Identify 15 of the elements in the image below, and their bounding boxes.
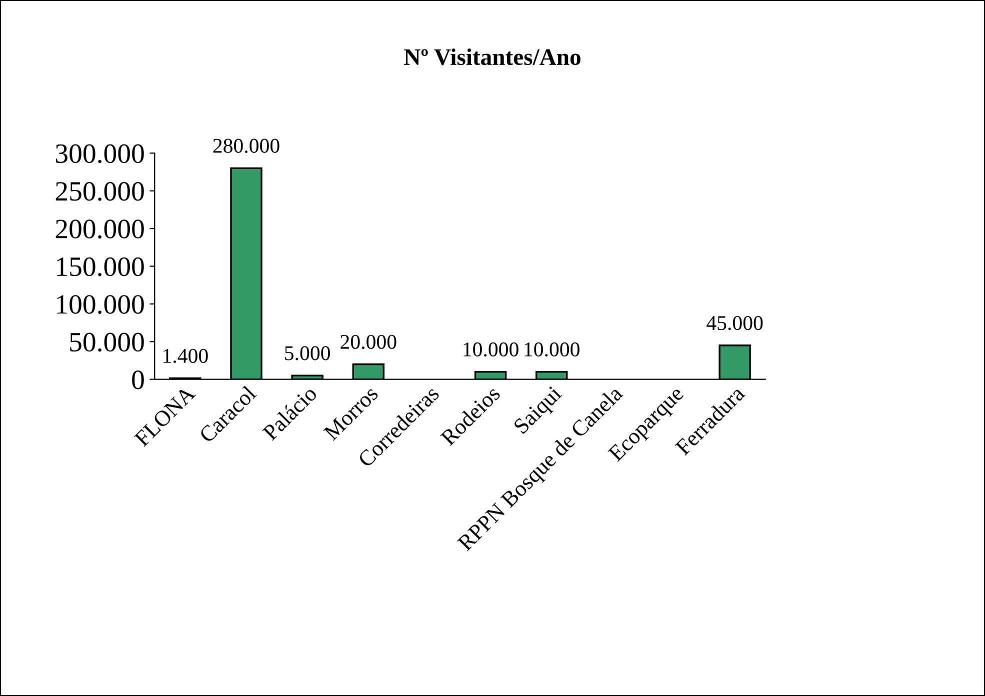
y-tick-label: 150.000 [57,257,144,276]
data-label: 10.000 [524,342,580,357]
y-tick-label: 0 [132,370,144,390]
data-label: 10.000 [464,342,518,357]
data-label: 5.000 [285,346,330,360]
y-tick-label: 200.000 [56,220,144,239]
data-label: 1.400 [164,348,208,364]
y-tick-label: 250.000 [56,182,144,201]
data-label: 280.000 [213,138,280,153]
y-tick-label: 300.000 [56,144,144,164]
data-label: 45.000 [706,316,763,330]
y-tick-label: 100.000 [57,295,144,314]
chart-title: Nº Visitantes/Ano [404,48,580,66]
data-label: 20.000 [340,334,396,349]
y-tick-label: 50.000 [70,332,144,352]
